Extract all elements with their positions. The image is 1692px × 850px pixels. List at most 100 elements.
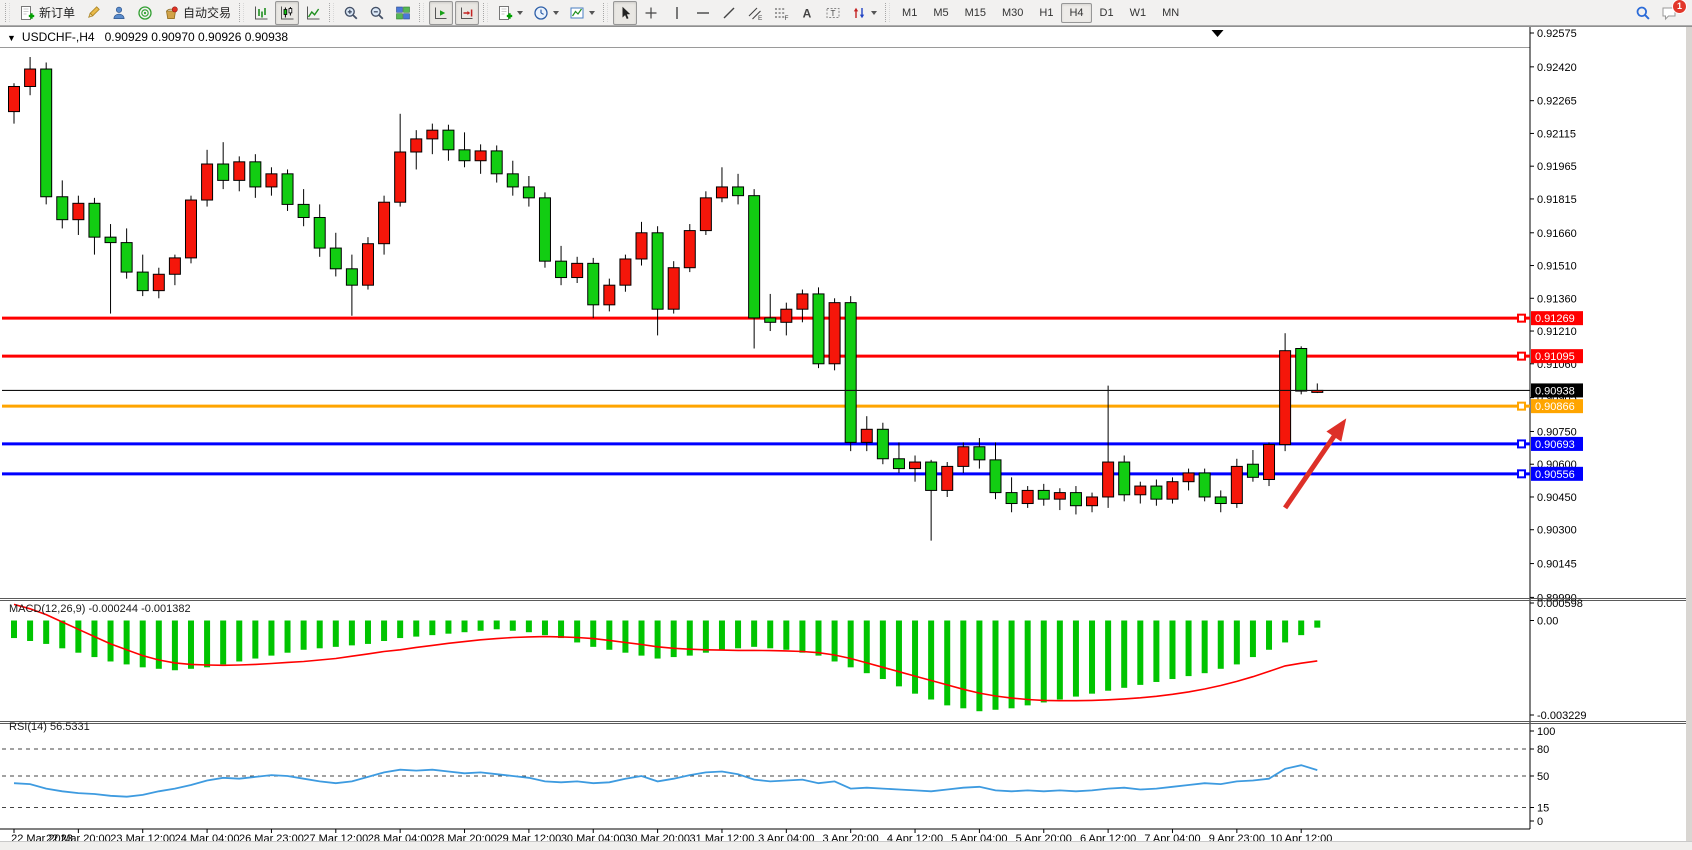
candle-body (538, 197, 551, 262)
dropdown-caret-icon[interactable] (871, 10, 878, 15)
trend-arrow-annotation[interactable] (1283, 418, 1347, 510)
horizontal-line-button[interactable] (691, 1, 715, 25)
candle (1053, 488, 1066, 511)
svg-text:F: F (785, 14, 789, 20)
text-label-button[interactable]: T (821, 1, 845, 25)
macd-histogram-bar (413, 620, 420, 637)
level-anchor-marker[interactable] (1517, 469, 1526, 479)
candle (941, 462, 954, 497)
level-anchor-marker[interactable] (1517, 313, 1526, 323)
candle-body (88, 202, 101, 238)
dropdown-caret-icon[interactable] (517, 10, 524, 15)
macd-histogram-bar (139, 620, 146, 668)
arrow-shaft[interactable] (1283, 431, 1339, 510)
candle-body (1279, 350, 1292, 446)
candle-body (1263, 444, 1276, 481)
level-anchor-marker[interactable] (1517, 439, 1526, 449)
timeframe-button-m1[interactable]: M1 (902, 6, 918, 19)
chart-shift-marker-icon[interactable] (1211, 30, 1224, 37)
toolbar: 新订单 自动交易 E F A T M1 M5 M15 M30 H1 H4 D1 W1 MN 1 (0, 0, 1692, 26)
equidistant-channel-button[interactable]: E (743, 1, 767, 25)
candle (748, 189, 761, 349)
candle-body (201, 163, 214, 201)
candlestick-button[interactable] (275, 0, 300, 25)
price-axis[interactable] (1530, 27, 1692, 829)
metaeditor-button[interactable] (81, 1, 105, 25)
candle (555, 245, 568, 286)
dropdown-caret-icon[interactable] (553, 10, 560, 15)
arrows-button[interactable] (847, 1, 881, 25)
hline-icon (697, 11, 710, 14)
arrow-head[interactable] (1326, 418, 1347, 442)
signals-button[interactable] (133, 1, 157, 25)
timeframe-button-m15[interactable]: M15 (964, 6, 986, 19)
macd-histogram-bar (912, 620, 919, 694)
cursor-button[interactable] (613, 0, 638, 25)
rsi-pane-label: RSI(14) 56.5331 (9, 721, 90, 733)
candle-body (1295, 348, 1308, 392)
macd-histogram-bar (1282, 620, 1289, 643)
new-order-button[interactable]: 新订单 (15, 1, 79, 25)
level-anchor-marker[interactable] (1517, 401, 1526, 411)
macd-histogram-bar (767, 620, 774, 649)
rsi-tick-label: 15 (1537, 803, 1549, 815)
vertical-line-button[interactable] (665, 1, 689, 25)
candle (587, 257, 600, 318)
timeframe-button-mn[interactable]: MN (1162, 6, 1180, 19)
macd-histogram-bar (236, 620, 243, 662)
macd-histogram-bar (1121, 620, 1128, 688)
toolbar-right: 1 (1630, 0, 1692, 25)
macd-histogram-bar (574, 620, 581, 643)
indicators-button[interactable] (493, 1, 527, 25)
zoom-in-button[interactable] (339, 1, 363, 25)
candle-body (941, 465, 954, 491)
text-button[interactable]: A (795, 1, 819, 25)
timeframe-button-h1[interactable]: H1 (1039, 6, 1054, 19)
candle (297, 189, 310, 227)
svg-text:T: T (831, 9, 836, 18)
crosshair-button[interactable] (639, 1, 663, 25)
auto-scroll-button[interactable] (429, 0, 454, 25)
autotrading-button[interactable]: 自动交易 (159, 1, 235, 25)
candle-body (812, 293, 825, 365)
candle (1102, 385, 1115, 508)
price-tick-label: 0.91210 (1537, 326, 1577, 338)
timeframe-button-d1[interactable]: D1 (1099, 6, 1114, 19)
line-chart-button[interactable] (301, 1, 325, 25)
candle (201, 149, 214, 207)
candle-body (297, 203, 310, 218)
timeframe-button-m5[interactable]: M5 (933, 6, 949, 19)
market-button[interactable] (107, 1, 131, 25)
one-click-expander-icon[interactable]: ▼ (7, 33, 16, 43)
candle (217, 142, 230, 190)
periods-button[interactable] (529, 1, 563, 25)
candle-body (1150, 485, 1163, 500)
candle (667, 261, 680, 314)
trendline-button[interactable] (717, 1, 741, 25)
templates-button[interactable] (565, 1, 599, 25)
candle (699, 191, 712, 235)
candle-body (555, 260, 568, 279)
timeframe-button-m30[interactable]: M30 (1002, 6, 1024, 19)
timeframe-button-w1[interactable]: W1 (1129, 6, 1147, 19)
level-anchor-marker[interactable] (1517, 351, 1526, 361)
macd-histogram-bar (702, 620, 709, 653)
candle (1279, 333, 1292, 452)
fibonacci-button[interactable]: F (769, 1, 793, 25)
timeframe-button-h4[interactable]: H4 (1061, 2, 1092, 23)
chart-shift-button[interactable] (455, 0, 480, 25)
candle-body (1102, 461, 1115, 498)
macd-histogram-bar (171, 620, 178, 671)
tile-windows-button[interactable] (391, 1, 415, 25)
macd-histogram-bar (284, 620, 291, 653)
bar-chart-button[interactable] (249, 1, 273, 25)
search-button[interactable] (1631, 1, 1655, 25)
macd-pane-label: MACD(12,26,9) -0.000244 -0.001382 (9, 603, 191, 615)
notifications-button[interactable]: 1 (1657, 0, 1687, 25)
candle-body (651, 232, 664, 310)
candle (860, 416, 873, 452)
dropdown-caret-icon[interactable] (589, 10, 596, 15)
candle-body (168, 257, 181, 275)
candle-body (1053, 492, 1066, 500)
zoom-out-button[interactable] (365, 1, 389, 25)
